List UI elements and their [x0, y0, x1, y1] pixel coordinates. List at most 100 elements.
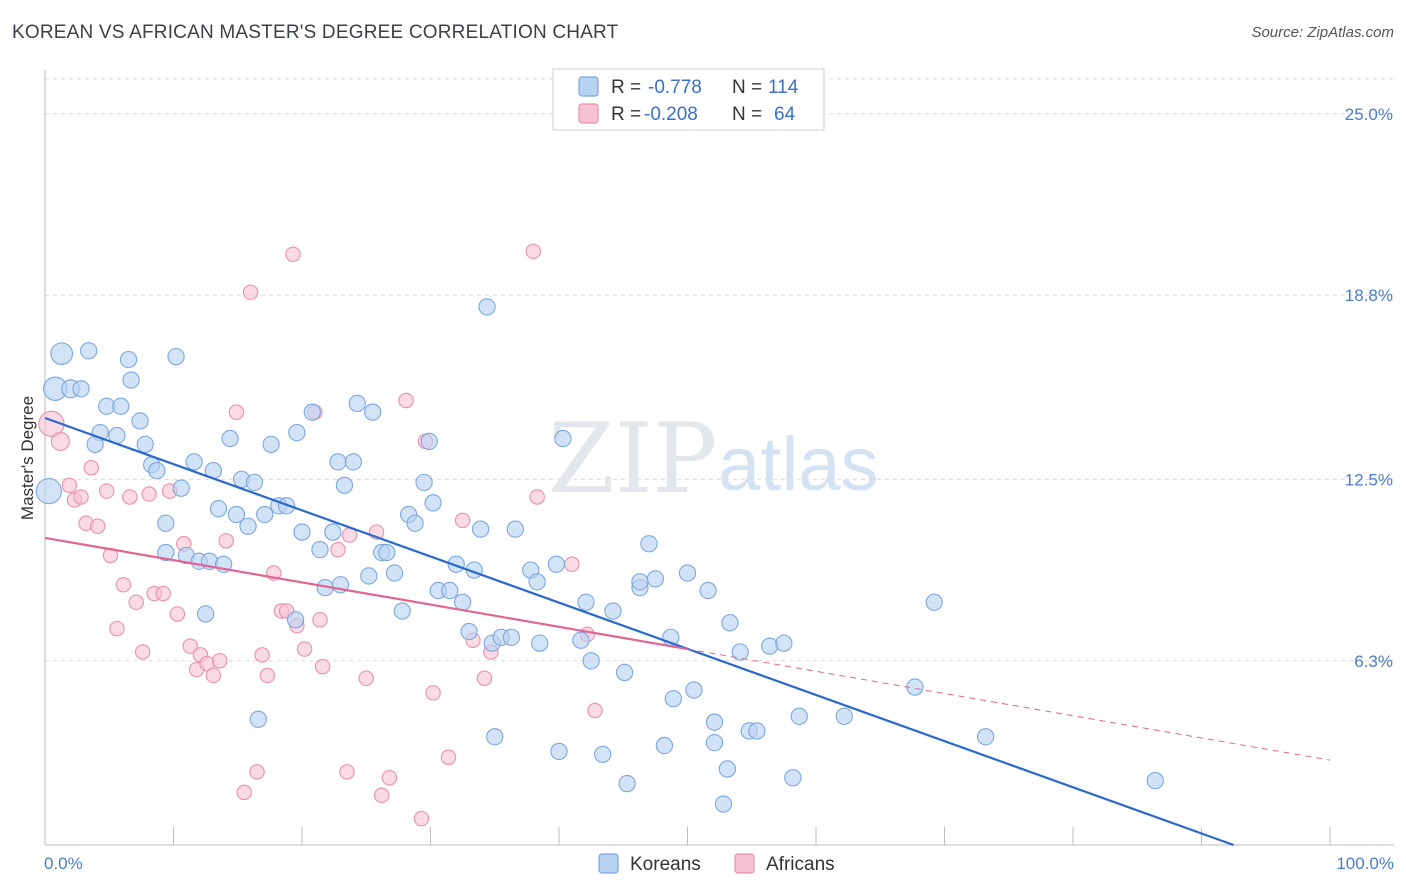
- y-tick-label-1: 12.5%: [1345, 470, 1393, 489]
- africans-point-43: [330, 541, 346, 558]
- koreans-point-65: [453, 593, 472, 611]
- koreans-point-17: [157, 514, 175, 532]
- koreans-point-24: [196, 605, 215, 623]
- africans-point-6: [83, 459, 100, 476]
- trend-line-koreans: [44, 416, 1234, 847]
- koreans-point-45: [324, 523, 342, 541]
- koreans-point-84: [594, 745, 612, 763]
- africans-point-48: [373, 787, 390, 804]
- bottom-legend-label-koreans: Koreans: [630, 854, 701, 875]
- africans-point-49: [381, 769, 398, 786]
- bottom-legend: Koreans Africans: [598, 853, 835, 875]
- koreans-point-106: [761, 637, 779, 655]
- koreans-point-55: [385, 564, 404, 582]
- watermark-atlas: atlas: [718, 422, 879, 507]
- koreans-point-89: [631, 573, 649, 591]
- koreans-point-87: [618, 774, 636, 793]
- africans-point-13: [128, 594, 144, 611]
- koreans-point-36: [262, 435, 280, 453]
- africans-point-26: [212, 653, 228, 669]
- africans-point-33: [259, 667, 276, 684]
- africans-point-15: [141, 486, 157, 502]
- africans-point-30: [242, 284, 259, 301]
- africans-point-14: [134, 644, 151, 660]
- koreans-point-76: [531, 634, 549, 652]
- koreans-point-100: [714, 795, 733, 813]
- koreans-point-107: [775, 634, 793, 652]
- source-label: Source: ZipAtlas.com: [1251, 24, 1394, 41]
- koreans-point-97: [699, 581, 717, 600]
- koreans-point-95: [678, 564, 697, 582]
- koreans-point-35: [256, 505, 274, 524]
- x-ticks: [44, 827, 1331, 845]
- koreans-point-27: [209, 500, 228, 518]
- koreans-point-113: [976, 728, 995, 746]
- koreans-point-109: [790, 707, 808, 725]
- koreans-point-92: [655, 736, 674, 755]
- koreans-point-18: [157, 543, 175, 562]
- koreans-point-59: [415, 473, 433, 492]
- africans-point-17: [155, 585, 171, 602]
- koreans-point-71: [486, 728, 504, 746]
- koreans-point-52: [364, 403, 382, 421]
- x-tick-label-max: 100.0%: [1336, 854, 1394, 873]
- y-tick-label-2: 18.8%: [1345, 286, 1393, 305]
- africans-point-37: [285, 246, 301, 262]
- koreans-point-40: [288, 423, 306, 442]
- koreans-point-82: [577, 593, 595, 611]
- africans-point-61: [564, 556, 580, 572]
- trend-line-africans: [44, 536, 688, 651]
- legend-n-label-koreans: N =: [732, 77, 762, 98]
- koreans-point-60: [420, 432, 438, 451]
- legend-n-value-africans: 64: [774, 104, 796, 125]
- africans-point-10: [109, 620, 125, 637]
- africans-point-28: [228, 404, 245, 420]
- koreans-point-90: [640, 535, 658, 553]
- africans-point-11: [115, 576, 132, 593]
- koreans-point-102: [721, 614, 739, 632]
- legend-box: R = -0.778 N = 114 R = -0.208 N = 64: [552, 68, 825, 131]
- africans-point-62: [587, 702, 603, 719]
- y-tick-labels: 6.3% 12.5% 18.8% 25.0%: [1345, 105, 1393, 671]
- koreans-point-29: [221, 429, 239, 448]
- koreans-point-10: [112, 397, 130, 415]
- africans-point-59: [525, 243, 542, 260]
- koreans-point-98: [705, 713, 724, 731]
- africans-point-54: [440, 749, 457, 766]
- koreans-point-19: [167, 347, 185, 366]
- koreans-point-33: [245, 473, 264, 492]
- africans-point-44: [339, 764, 355, 780]
- koreans-point-69: [478, 298, 496, 316]
- africans-point-7: [89, 518, 106, 534]
- africans-point-19: [169, 606, 186, 622]
- x-tick-label-min: 0.0%: [44, 854, 83, 873]
- koreans-point-114: [1146, 772, 1164, 790]
- africans-point-25: [205, 667, 222, 684]
- africans-point-42: [314, 658, 331, 675]
- watermark-zip: ZIP: [548, 403, 717, 515]
- bottom-legend-label-africans: Africans: [766, 854, 835, 875]
- koreans-point-54: [378, 543, 396, 562]
- y-axis-title: Master's Degree: [18, 396, 37, 520]
- africans-point-1: [50, 431, 70, 451]
- legend-swatch-africans: [578, 103, 599, 124]
- koreans-point-13: [131, 412, 149, 430]
- africans-point-50: [398, 392, 414, 409]
- koreans-point-94: [664, 690, 683, 708]
- koreans-point-22: [185, 453, 203, 471]
- koreans-point-63: [441, 581, 459, 600]
- koreans-point-41: [293, 523, 311, 541]
- africans-point-21: [182, 638, 198, 654]
- koreans-point-51: [360, 567, 378, 585]
- africans-point-39: [296, 641, 313, 657]
- koreans-point-78: [547, 555, 566, 573]
- koreans-point-32: [239, 517, 257, 535]
- legend-r-value-africans: -0.208: [644, 104, 698, 125]
- koreans-point-4: [72, 380, 90, 398]
- y-tick-label-0: 6.3%: [1354, 652, 1393, 671]
- koreans-point-49: [344, 453, 363, 471]
- koreans-point-105: [748, 722, 766, 740]
- koreans-point-58: [406, 514, 424, 532]
- koreans-point-110: [835, 707, 853, 725]
- legend-n-value-koreans: 114: [768, 77, 799, 98]
